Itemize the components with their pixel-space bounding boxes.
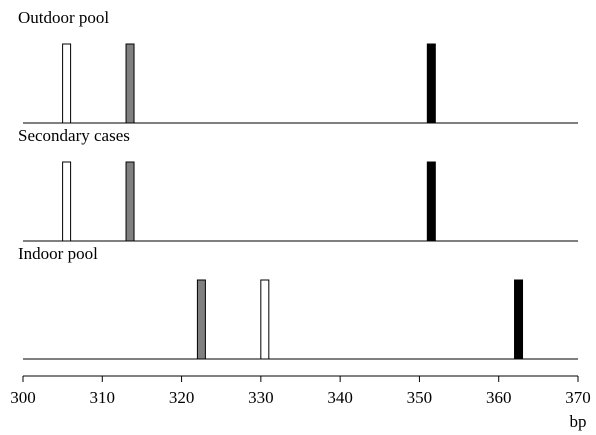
x-axis-unit-label: bp [570, 412, 587, 431]
band-marker [125, 161, 135, 242]
x-tick-label: 360 [486, 388, 512, 407]
band-marker [196, 279, 206, 360]
band-marker [125, 43, 135, 124]
x-axis: 300 310 320 330 340 350 360 370 bp [10, 375, 591, 431]
panels-layer: Outdoor pool Secondary cases Indoor pool [18, 8, 578, 360]
panel-title: Secondary cases [18, 126, 130, 145]
x-tick-label: 350 [407, 388, 433, 407]
panel-1: Secondary cases [18, 126, 578, 242]
panel-title: Indoor pool [18, 244, 98, 263]
panel-2: Indoor pool [18, 244, 578, 360]
x-tick-label: 310 [90, 388, 116, 407]
x-tick-label: 370 [565, 388, 591, 407]
band-marker [62, 43, 72, 124]
band-marker [426, 161, 436, 242]
x-tick-label: 330 [248, 388, 274, 407]
x-axis-ticks: 300 310 320 330 340 350 360 370 [10, 376, 591, 407]
x-tick-label: 340 [327, 388, 353, 407]
panel-0: Outdoor pool [18, 8, 578, 124]
band-marker [514, 279, 524, 360]
panel-title: Outdoor pool [18, 8, 109, 27]
x-tick-label: 300 [10, 388, 36, 407]
band-marker [426, 43, 436, 124]
band-marker [62, 161, 72, 242]
band-marker [260, 279, 270, 360]
x-tick-label: 320 [169, 388, 195, 407]
